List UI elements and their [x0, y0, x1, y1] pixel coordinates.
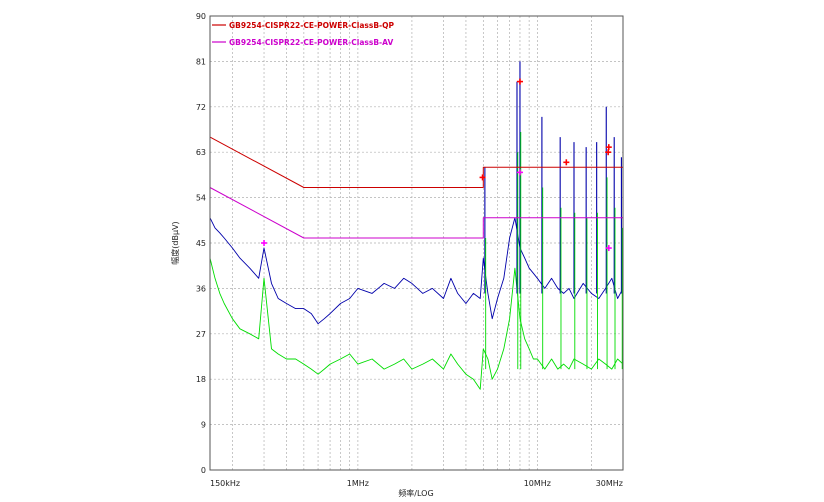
- plot-frame: [209, 15, 624, 471]
- grid: [210, 15, 623, 471]
- limit-line: [209, 136, 623, 188]
- y-tick-label: 90: [196, 12, 206, 21]
- y-tick-label: 18: [196, 375, 206, 384]
- y-tick-label: 9: [201, 421, 206, 430]
- y-axis-ticks: 0 9 18 27 36 45 54 63 72 81 90: [196, 12, 206, 475]
- y-tick-label: 45: [196, 239, 206, 248]
- x-tick-label: 150kHz: [210, 479, 240, 488]
- limit-line: [209, 187, 623, 239]
- measurement-traces: [209, 61, 624, 390]
- measurement-markers: [261, 78, 612, 252]
- y-tick-label: 0: [201, 466, 206, 475]
- legend-label: GB9254-CISPR22-CE-POWER-ClassB-AV: [229, 38, 393, 47]
- y-tick-label: 27: [196, 330, 206, 339]
- x-tick-label: 30MHz: [596, 479, 623, 488]
- y-tick-label: 36: [196, 284, 206, 293]
- legend: GB9254-CISPR22-CE-POWER-ClassB-QP GB9254-…: [212, 21, 395, 47]
- limit-lines: [209, 136, 623, 239]
- y-tick-label: 81: [196, 57, 206, 66]
- y-tick-label: 54: [196, 194, 206, 203]
- average-trace-line: [209, 257, 624, 390]
- y-tick-label: 72: [196, 103, 206, 112]
- x-tick-label: 1MHz: [347, 479, 369, 488]
- y-tick-label: 63: [196, 148, 206, 157]
- x-axis-label: 频率/LOG: [398, 488, 433, 498]
- x-tick-label: 10MHz: [524, 479, 551, 488]
- y-axis-label: 幅度(dBμV): [170, 221, 180, 264]
- legend-label: GB9254-CISPR22-CE-POWER-ClassB-QP: [229, 21, 395, 30]
- x-axis-ticks: 150kHz 1MHz 10MHz 30MHz: [210, 479, 623, 488]
